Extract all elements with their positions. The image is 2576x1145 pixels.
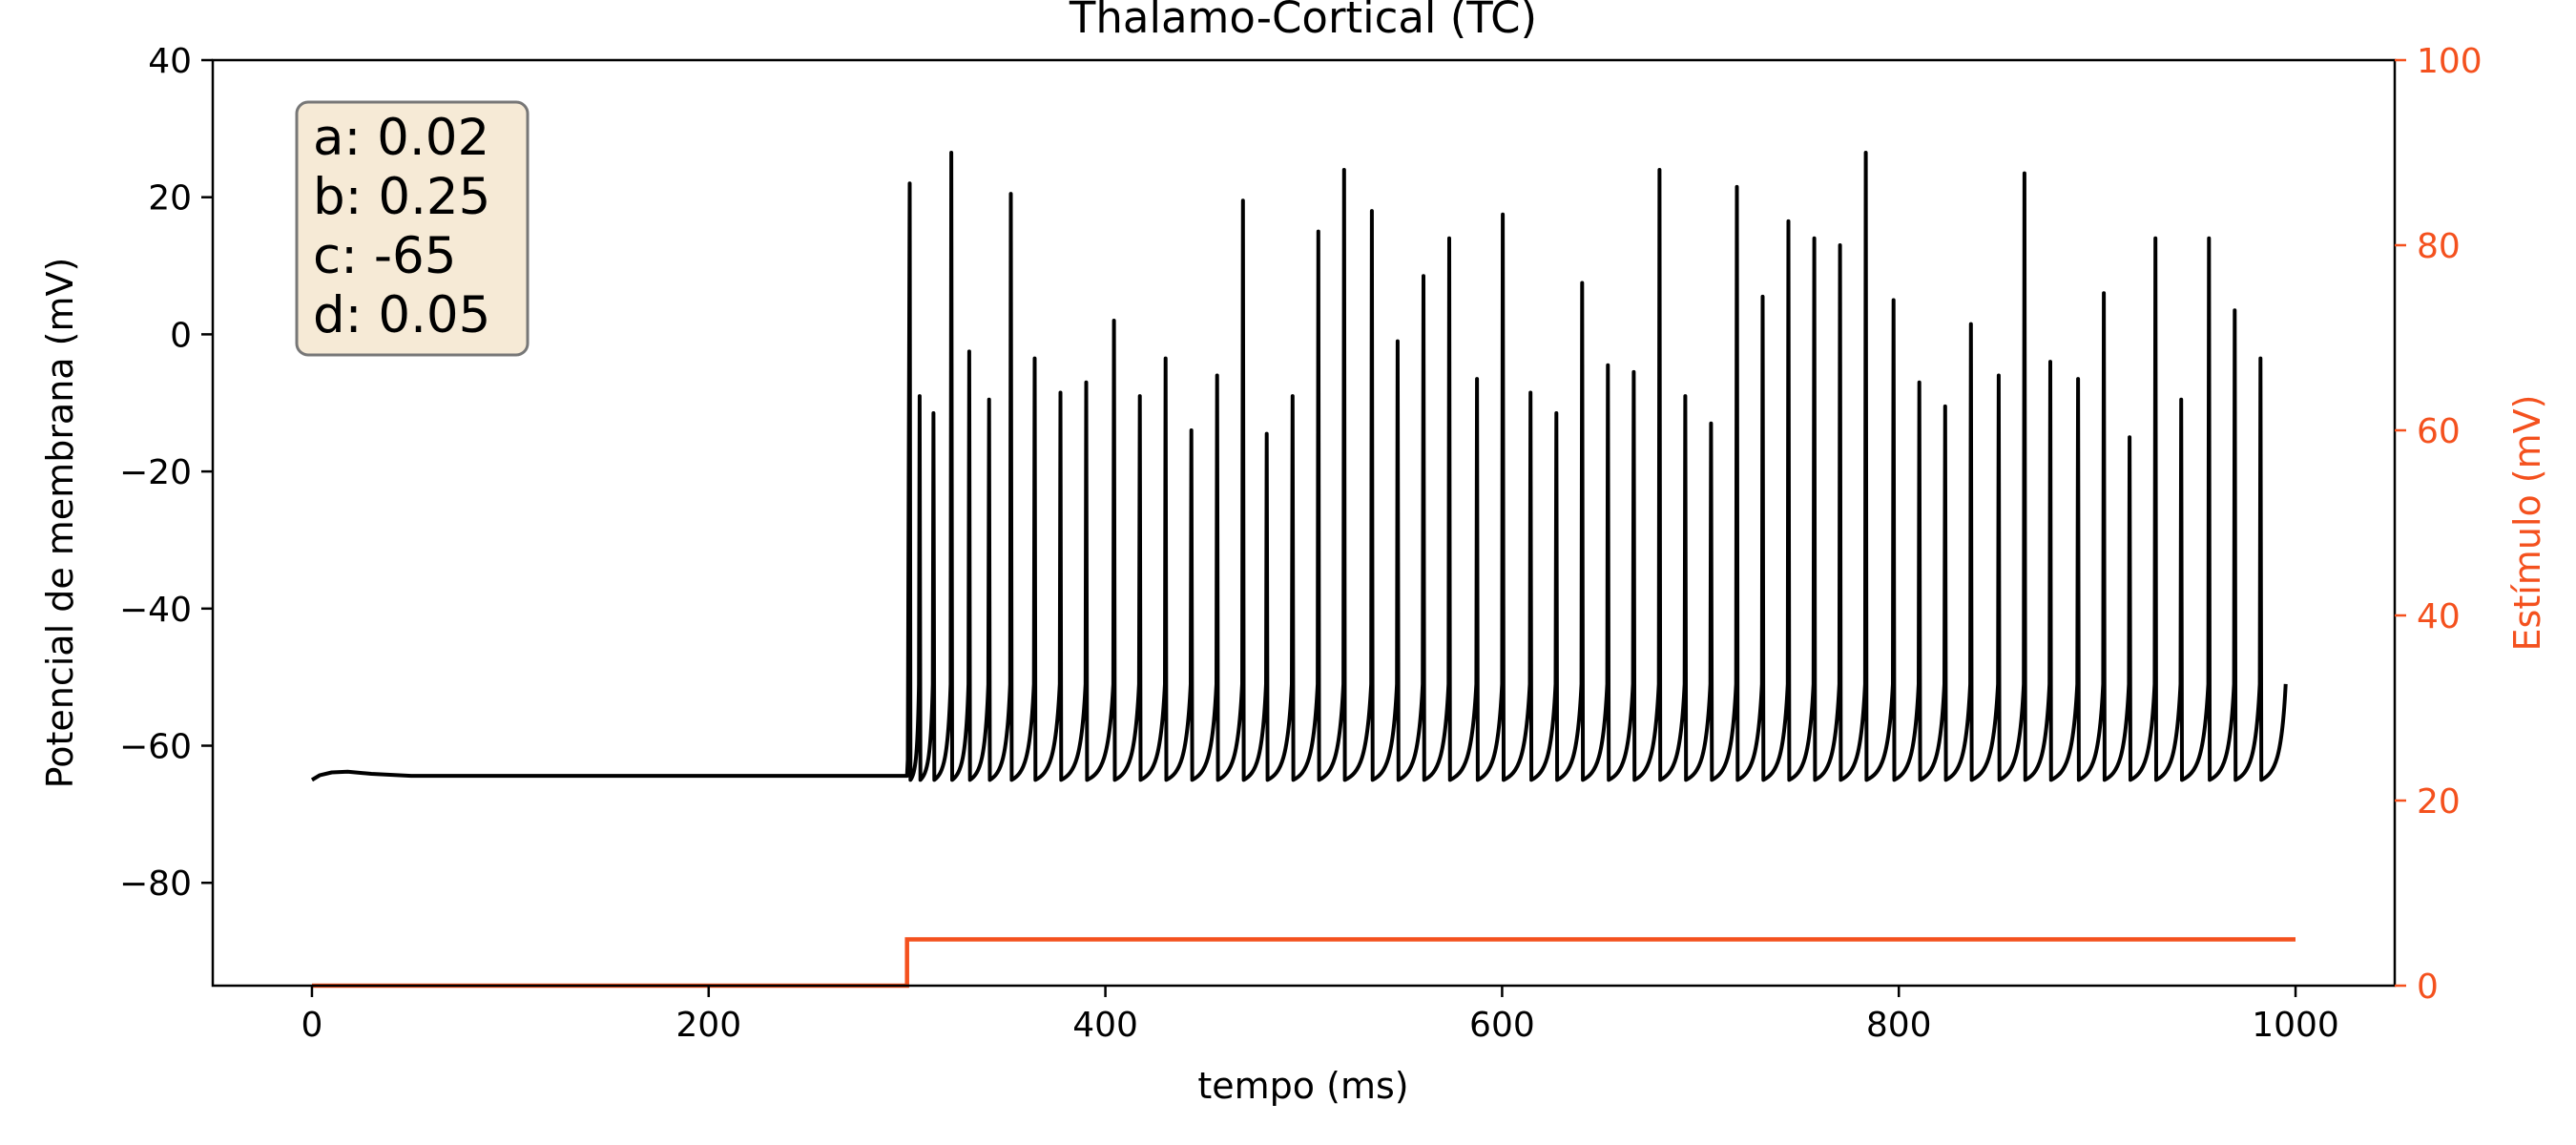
axes-frame	[211, 58, 2397, 988]
stimulus-series-line	[312, 937, 2296, 989]
x-tick-label: 400	[1072, 1006, 1138, 1045]
y-tick-label: 40	[148, 42, 192, 81]
y-tick-label: −40	[119, 591, 192, 630]
x-axis: 0 200 400 600 800 1000	[301, 986, 2339, 1045]
y2-tick-label: 20	[2417, 782, 2461, 822]
y2-tick-label: 100	[2417, 42, 2483, 81]
chart-title: Thalamo-Cortical (TC)	[1069, 0, 1537, 43]
x-tick-label: 0	[301, 1006, 323, 1045]
parameter-b: b: 0.25	[313, 168, 490, 226]
y-tick-label: −20	[119, 453, 192, 492]
parameters-box-background	[295, 100, 530, 357]
y2-axis-label: Estímulo (mV)	[2506, 395, 2548, 652]
y2-tick-label: 0	[2417, 968, 2439, 1007]
parameter-d: d: 0.05	[313, 286, 490, 344]
x-tick-label: 800	[1866, 1006, 1932, 1045]
y-tick-label: 20	[148, 179, 192, 219]
parameters-box: a: 0.02 b: 0.25 c: -65 d: 0.05	[295, 100, 530, 357]
x-axis-label: tempo (ms)	[1197, 1065, 1408, 1107]
membrane-series-line	[310, 151, 2288, 782]
x-tick-label: 600	[1469, 1006, 1535, 1045]
y-axis-left: 40 20 0 −20 −40 −60 −80	[119, 42, 213, 904]
y2-tick-label: 40	[2417, 597, 2461, 636]
x-tick-label: 1000	[2252, 1006, 2339, 1045]
y2-tick-label: 80	[2417, 227, 2461, 266]
parameter-c: c: -65	[313, 227, 456, 285]
y-tick-label: 0	[170, 316, 192, 355]
y-tick-label: −80	[119, 864, 192, 904]
y-axis-right: 100 80 60 40 20 0	[2395, 42, 2483, 1007]
y-axis-label: Potencial de membrana (mV)	[39, 258, 81, 789]
parameter-a: a: 0.02	[313, 109, 489, 167]
y2-tick-label: 60	[2417, 412, 2461, 451]
plot-area	[310, 151, 2296, 989]
x-tick-label: 200	[675, 1006, 741, 1045]
y-tick-label: −60	[119, 728, 192, 767]
